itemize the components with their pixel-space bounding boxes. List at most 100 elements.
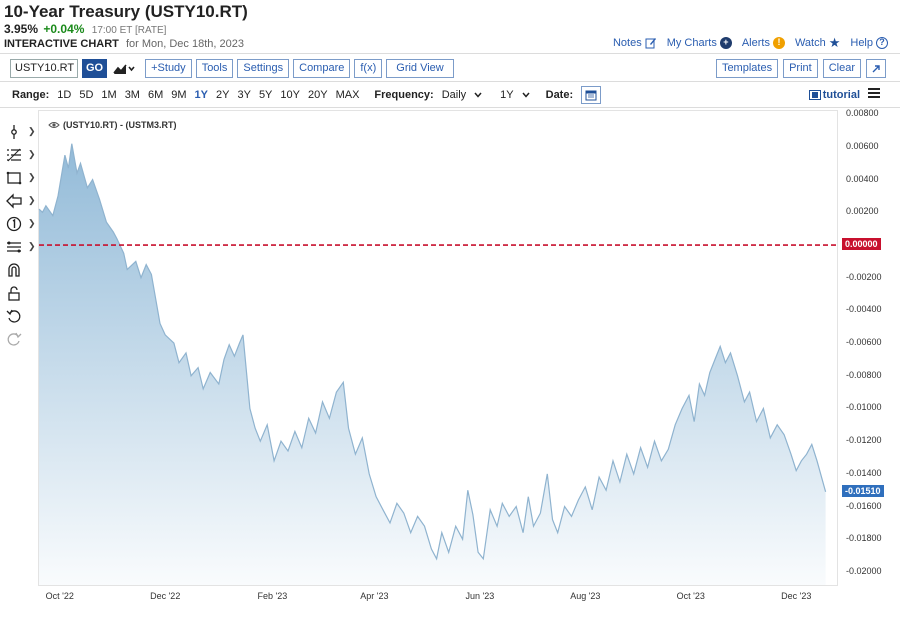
range-option-1y[interactable]: 1Y [194,89,208,101]
print-button[interactable]: Print [783,59,818,78]
range-option-9m[interactable]: 9M [171,89,187,101]
series-name: (USTY10.RT) - (USTM3.RT) [63,120,177,130]
expand-icon [872,64,880,72]
range-option-3m[interactable]: 3M [124,89,140,101]
chart-type-icon[interactable] [113,63,135,75]
chart-label: INTERACTIVE CHART [4,38,119,50]
chevron-down-icon [474,92,482,98]
x-tick-label: Dec '23 [781,591,812,601]
range-option-1d[interactable]: 1D [57,89,72,101]
my-charts-link[interactable]: My Charts + [666,36,732,49]
calendar-button[interactable] [581,86,602,104]
alerts-link[interactable]: Alerts ! [741,36,785,49]
chart-subtitle: INTERACTIVE CHART for Mon, Dec 18th, 202… [4,38,244,50]
frequency-label: Frequency: [374,89,434,101]
x-tick-label: Feb '23 [257,591,288,601]
eye-icon [48,122,60,128]
last-value-badge: -0.01510 [842,484,884,497]
date-label: Date: [545,89,574,101]
settings-button[interactable]: Settings [237,59,290,78]
notes-label: Notes [612,36,642,49]
y-tick-label: 0.00800 [846,108,879,119]
chart-plot-area[interactable] [38,110,838,586]
range-option-max[interactable]: MAX [335,89,360,101]
range-option-5d[interactable]: 5D [79,89,94,101]
range-options: 1D 5D 1M 3M 6M 9M 1Y 2Y 3Y 5Y 10Y 20Y MAX [57,89,359,101]
annotation-tool[interactable]: ❯ [6,212,36,235]
range-label: Range: [12,89,50,101]
grid-view-button[interactable]: Grid View [386,59,454,78]
undo-tool[interactable] [6,304,36,327]
y-tick-label: -0.01600 [846,500,882,511]
x-tick-label: Apr '23 [360,591,389,601]
chevron-right-icon: ❯ [28,149,36,159]
chevron-right-icon: ❯ [28,172,36,182]
rectangle-tool[interactable]: ❯ [6,166,36,189]
chevron-right-icon: ❯ [28,126,36,136]
alert-icon: ! [772,36,785,49]
templates-button[interactable]: Templates [715,59,779,78]
go-button[interactable]: GO [82,59,108,78]
range-option-20y[interactable]: 20Y [307,89,328,101]
range-option-6m[interactable]: 6M [147,89,164,101]
chevron-right-icon: ❯ [28,218,36,228]
drawing-toolbar: ❯ ❯ ❯ ❯ ❯ ❯ [6,120,36,350]
tutorial-link[interactable]: tutorial [808,89,860,101]
expand-button[interactable] [866,59,886,78]
plus-icon: + [719,36,732,49]
star-icon: ★ [828,35,841,50]
watch-link[interactable]: Watch ★ [795,36,840,49]
magnet-tool[interactable] [6,258,36,281]
help-label: Help [850,36,873,49]
alerts-label: Alerts [741,36,770,49]
header-divider [0,53,900,54]
lock-tool[interactable] [6,281,36,304]
help-link[interactable]: Help ? [850,36,888,49]
y-tick-label: -0.01000 [846,402,882,413]
trend-line-tool[interactable]: ❯ [6,143,36,166]
function-button[interactable]: f(x) [354,59,383,78]
range-bar: Range: 1D 5D 1M 3M 6M 9M 1Y 2Y 3Y 5Y 10Y 20Y MAX Fre… [12,86,602,104]
redo-tool[interactable] [6,327,36,350]
arrow-tool[interactable]: ❯ [6,189,36,212]
fibonacci-icon [7,241,21,252]
x-tick-label: Aug '23 [570,591,601,601]
y-tick-label: 0.00400 [846,173,879,184]
chevron-right-icon: ❯ [28,241,36,251]
clear-button[interactable]: Clear [822,59,861,78]
notes-link[interactable]: Notes [613,37,657,49]
y-tick-label: -0.01200 [846,435,882,446]
my-charts-label: My Charts [666,36,717,49]
magnet-icon [8,262,20,277]
y-tick-label: -0.00800 [846,369,882,380]
x-tick-label: Dec '22 [150,591,181,601]
toolbar-divider [0,81,900,82]
question-icon: ? [876,36,888,49]
compare-button[interactable]: Compare [293,59,351,78]
series-legend[interactable]: (USTY10.RT) - (USTM3.RT) [48,120,177,130]
range-option-5y[interactable]: 5Y [258,89,273,101]
range-option-3y[interactable]: 3Y [237,89,251,101]
range-option-1m[interactable]: 1M [101,89,117,101]
frequency-select[interactable]: Daily [442,89,482,101]
tools-button[interactable]: Tools [195,59,234,78]
undo-icon [6,309,21,323]
symbol-input[interactable]: USTY10.RT [10,59,78,78]
y-tick-label: -0.00200 [846,271,882,282]
range-option-10y[interactable]: 10Y [280,89,300,101]
period-select[interactable]: 1Y [500,89,530,101]
crosshair-tool[interactable]: ❯ [6,120,36,143]
range-option-2y[interactable]: 2Y [216,89,230,101]
fibonacci-tool[interactable]: ❯ [6,235,36,258]
range-divider [0,107,900,108]
x-tick-label: Oct '23 [676,591,705,601]
chart-date: for Mon, Dec 18th, 2023 [125,38,244,50]
crosshair-icon [11,124,17,139]
menu-icon[interactable] [868,88,880,100]
y-tick-label: 0.00200 [846,206,879,217]
quote-meta: 17:00 ET [RATE] [91,25,167,36]
add-study-button[interactable]: +Study [145,59,192,78]
watch-label: Watch [794,36,826,49]
last-price: 3.95% [4,22,39,36]
y-tick-label: -0.01400 [846,467,882,478]
